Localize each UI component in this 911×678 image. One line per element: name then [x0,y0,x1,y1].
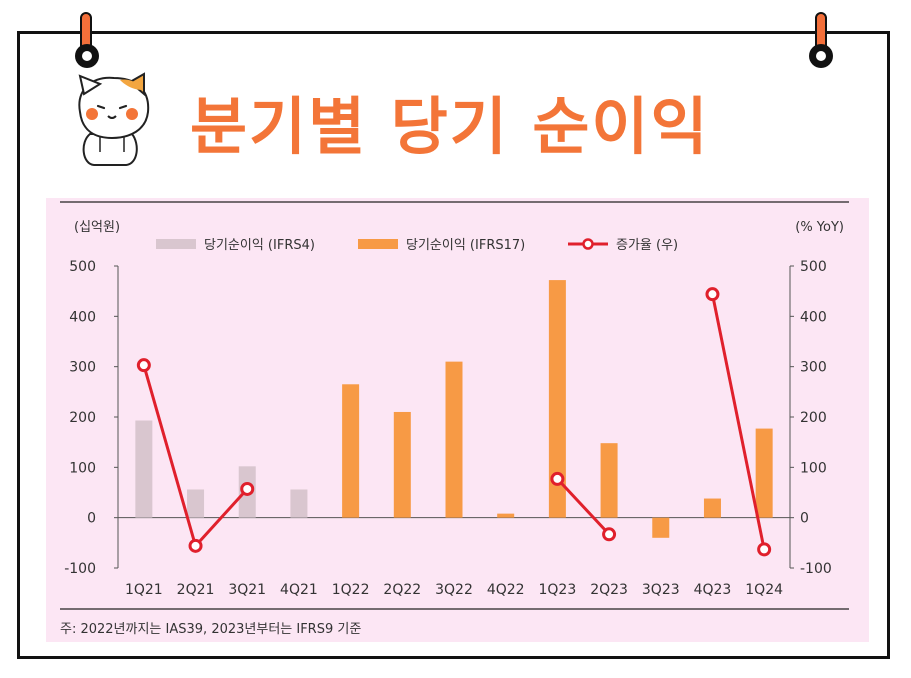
x-tick-label: 1Q21 [125,582,163,598]
left-tick-label: 400 [69,309,96,325]
left-tick-label: 500 [69,259,96,275]
bar-4Q22 [497,513,515,518]
legend-label-2: 증가율 (우) [616,238,678,253]
growth-point-2Q21 [188,538,203,553]
bar-2Q22 [393,411,411,518]
left-tick-label: 200 [69,410,96,426]
bar-4Q23 [703,498,721,518]
footnote: 주: 2022년까지는 IAS39, 2023년부터는 IFRS9 기준 [60,622,362,637]
x-tick-label: 1Q24 [745,582,783,598]
growth-line-segment-0 [142,364,249,549]
x-tick-label: 2Q22 [383,582,421,598]
bar-1Q24 [755,428,773,518]
x-tick-label: 2Q23 [590,582,628,598]
chart-svg: (십억원) (% YoY) 당기순이익 (IFRS4) 당기순이익 (IFRS17) 증… [60,201,849,610]
mascot-cat-icon [78,72,150,166]
x-tick-label: 1Q23 [539,582,577,598]
growth-line-segment-1 [556,477,611,536]
right-tick-label: 400 [800,309,827,325]
right-tick-label: 100 [800,460,827,476]
growth-point-1Q24 [757,542,772,557]
right-tick-label: 0 [800,511,809,527]
x-tick-label: 3Q23 [642,582,680,598]
left-tick-label: 300 [69,360,96,376]
legend-label-0: 당기순이익 (IFRS4) [204,238,315,253]
growth-point-3Q21 [240,481,255,496]
page-title: 분기별 당기 순이익 [190,90,710,163]
x-tick-label: 3Q22 [435,582,473,598]
x-tick-label: 2Q21 [177,582,215,598]
growth-point-2Q23 [602,527,617,542]
x-tick-label: 1Q22 [332,582,370,598]
bar-2Q23 [600,443,618,518]
right-tick-label: 300 [800,360,827,376]
growth-point-1Q21 [136,358,151,373]
left-tick-label: 100 [69,460,96,476]
binder-ring-icon [809,44,833,68]
legend-marker-2 [582,238,594,250]
legend-swatch-1 [358,239,398,249]
left-axis-unit: (십억원) [74,220,120,235]
left-tick-label: 0 [87,511,96,527]
left-tick-label: -100 [64,561,96,577]
bar-1Q23 [548,280,566,518]
legend-swatch-0 [156,239,196,249]
bar-2Q21 [187,489,205,518]
bar-3Q22 [445,361,463,518]
x-tick-label: 4Q21 [280,582,318,598]
bar-3Q23 [652,517,670,538]
right-tick-label: 500 [800,259,827,275]
growth-point-1Q23 [550,471,565,486]
right-tick-label: -100 [800,561,832,577]
bar-4Q21 [290,489,308,518]
growth-point-4Q23 [705,287,720,302]
growth-line-segment-2 [710,293,766,550]
chart-panel: (십억원) (% YoY) 당기순이익 (IFRS4) 당기순이익 (IFRS17) 증… [46,198,869,642]
bar-1Q22 [342,384,360,518]
x-tick-label: 4Q22 [487,582,525,598]
x-tick-label: 4Q23 [694,582,732,598]
binder-ring-icon [75,44,99,68]
bar-1Q21 [135,420,153,518]
right-tick-label: 200 [800,410,827,426]
right-axis-unit: (% YoY) [795,220,844,235]
x-tick-label: 3Q21 [228,582,266,598]
legend-label-1: 당기순이익 (IFRS17) [406,238,525,253]
